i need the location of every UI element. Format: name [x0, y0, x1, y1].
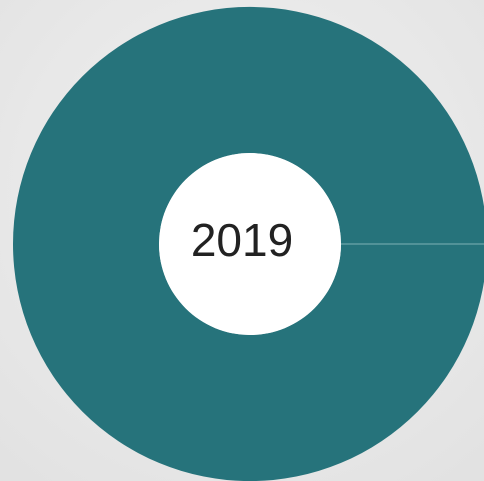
donut-hole — [159, 153, 341, 335]
donut — [13, 7, 484, 481]
donut-slice — [13, 7, 484, 481]
center-label: 2019 — [191, 214, 293, 266]
